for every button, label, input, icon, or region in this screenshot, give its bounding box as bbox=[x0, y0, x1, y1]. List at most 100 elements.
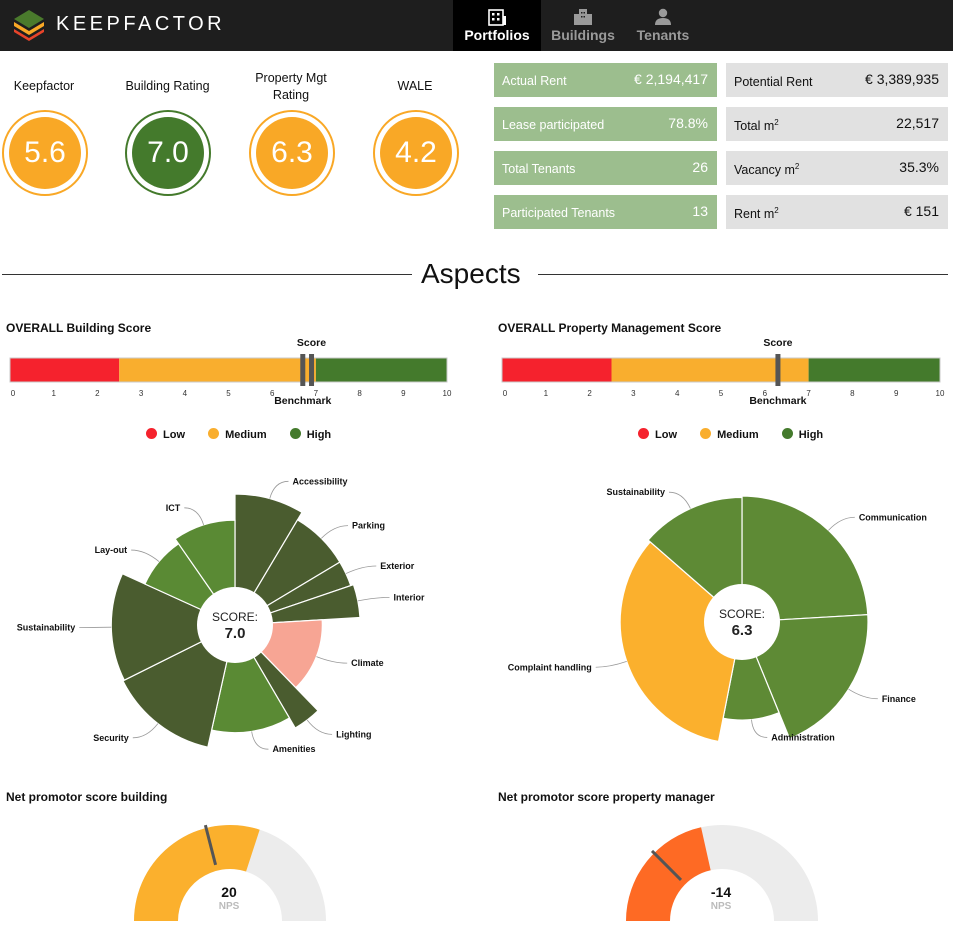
nps-property-manager-value: -14 bbox=[710, 884, 732, 900]
slice-label: Sustainability bbox=[606, 487, 665, 497]
score-tick-label: 7 bbox=[806, 389, 811, 398]
chart-slice-security[interactable] bbox=[122, 623, 236, 748]
stat-label: Participated Tenants bbox=[502, 206, 616, 220]
slice-label: Parking bbox=[352, 521, 385, 531]
slice-label: Accessibility bbox=[292, 476, 347, 486]
stat-total-m2: Total m2 22,517 bbox=[726, 107, 948, 141]
nps-building-unit: NPS bbox=[218, 901, 240, 912]
score-tick-label: 6 bbox=[270, 389, 275, 398]
nps-property-manager-title: Net promotor score property manager bbox=[498, 790, 715, 804]
legend-item-medium: Medium bbox=[700, 428, 759, 441]
legend-item-low: Low bbox=[638, 428, 677, 441]
benchmark-marker-label: Benchmark bbox=[274, 395, 331, 407]
slice-label: Amenities bbox=[272, 744, 315, 754]
slice-leader-line bbox=[848, 688, 878, 700]
building-score-legend: Low Medium High bbox=[146, 428, 351, 441]
stat-value: 35.3% bbox=[899, 159, 939, 175]
score-bar-frame bbox=[9, 357, 448, 383]
score-tick-label: 3 bbox=[139, 389, 144, 398]
nav-tab-portfolios[interactable]: Portfolios bbox=[453, 0, 541, 51]
stat-value: € 2,194,417 bbox=[634, 71, 708, 87]
slice-leader-line bbox=[828, 516, 855, 531]
chart-center-value: 6.3 bbox=[732, 622, 753, 639]
gauge-needle bbox=[650, 849, 683, 882]
score-tick-label: 9 bbox=[401, 389, 406, 398]
benchmark-marker-label: Benchmark bbox=[749, 395, 806, 407]
score-tick-label: 5 bbox=[226, 389, 231, 398]
benchmark-marker bbox=[300, 354, 306, 386]
kpi-value: 4.2 bbox=[380, 117, 452, 189]
slice-label: Exterior bbox=[380, 561, 415, 571]
slice-label: Lighting bbox=[336, 729, 372, 739]
top-navigation-bar: KEEPFACTOR Portfolios Buildings Tenants bbox=[0, 0, 953, 51]
stat-value: € 151 bbox=[903, 203, 939, 219]
stat-label: Lease participated bbox=[502, 118, 605, 132]
brand-name: KEEPFACTOR bbox=[56, 13, 226, 35]
gauge-needle bbox=[203, 824, 218, 866]
score-zone-0 bbox=[502, 358, 612, 382]
stat-value: 22,517 bbox=[896, 115, 939, 131]
slice-leader-line bbox=[269, 480, 289, 499]
score-tick-label: 2 bbox=[95, 389, 100, 398]
stat-participated-tenants: Participated Tenants 13 bbox=[494, 195, 717, 229]
stat-label: Potential Rent bbox=[734, 75, 813, 90]
slice-label: Communication bbox=[859, 512, 927, 522]
score-tick-label: 8 bbox=[850, 389, 855, 398]
stat-label: Total Tenants bbox=[502, 162, 576, 176]
legend-dot-icon bbox=[638, 428, 649, 439]
score-tick-label: 6 bbox=[763, 389, 768, 398]
kpi-building-rating-ring: 7.0 bbox=[125, 110, 211, 196]
legend-item-high: High bbox=[289, 428, 331, 441]
benchmark-marker bbox=[775, 354, 781, 386]
slice-leader-line bbox=[595, 661, 627, 668]
legend-dot-icon bbox=[146, 428, 157, 439]
gauge-fill bbox=[626, 827, 711, 921]
stat-value: 78.8% bbox=[668, 115, 708, 131]
chart-center-label: SCORE: bbox=[719, 607, 765, 621]
slice-leader-line bbox=[306, 719, 333, 735]
building-score-bar: Score Benchmark 0 1 2 3 4 5 6 7 8 9 10 bbox=[9, 337, 452, 407]
nav-tab-buildings[interactable]: Buildings bbox=[539, 0, 627, 51]
score-tick-label: 10 bbox=[443, 389, 452, 398]
chart-slice-finance[interactable] bbox=[741, 614, 869, 740]
slice-label: Sustainability bbox=[17, 623, 76, 633]
score-tick-label: 0 bbox=[11, 389, 16, 398]
score-tick-label: 2 bbox=[587, 389, 592, 398]
stat-rent-m2: Rent m2 € 151 bbox=[726, 195, 948, 229]
score-zone-2 bbox=[808, 358, 940, 382]
divider-left bbox=[2, 274, 412, 275]
chart-slice-communication[interactable] bbox=[741, 495, 869, 623]
score-tick-label: 9 bbox=[894, 389, 899, 398]
slice-leader-line bbox=[345, 565, 377, 574]
kpi-value: 7.0 bbox=[132, 117, 204, 189]
chart-slice-sustainability[interactable] bbox=[647, 496, 743, 624]
score-tick-label: 3 bbox=[631, 389, 636, 398]
slice-label: Complaint handling bbox=[508, 662, 592, 672]
nav-tab-label: Buildings bbox=[551, 27, 615, 43]
score-tick-label: 8 bbox=[357, 389, 362, 398]
legend-dot-icon bbox=[208, 428, 220, 439]
stat-label: Total m2 bbox=[734, 118, 779, 134]
chart-slice-complaint-handling[interactable] bbox=[619, 541, 743, 743]
stat-vacancy-m2: Vacancy m2 35.3% bbox=[726, 151, 948, 185]
score-bar-frame bbox=[501, 357, 941, 383]
nps-property-manager-unit: NPS bbox=[710, 901, 732, 912]
kpi-value: 5.6 bbox=[9, 117, 81, 189]
chart-center-value: 7.0 bbox=[225, 625, 246, 642]
kpi-wale-ring: 4.2 bbox=[373, 110, 459, 196]
building-office-icon bbox=[488, 9, 506, 26]
score-tick-label: 0 bbox=[503, 389, 508, 398]
keepfactor-logo-icon bbox=[14, 10, 44, 41]
slice-label: Security bbox=[93, 733, 129, 743]
slice-leader-line bbox=[357, 596, 390, 602]
property-management-score-legend: Low Medium High bbox=[638, 428, 843, 441]
slice-leader-line bbox=[751, 719, 768, 738]
legend-item-high: High bbox=[781, 428, 823, 441]
slice-label: Interior bbox=[393, 592, 425, 602]
kpi-title: Property Mgt Rating bbox=[255, 71, 327, 102]
building-aspects-chart: Accessibility Parking Exterior Interior Clim… bbox=[17, 476, 425, 754]
stat-label: Vacancy m2 bbox=[734, 162, 800, 178]
stat-value: € 3,389,935 bbox=[865, 71, 939, 87]
score-marker bbox=[309, 354, 315, 386]
nav-tab-tenants[interactable]: Tenants bbox=[619, 0, 707, 51]
